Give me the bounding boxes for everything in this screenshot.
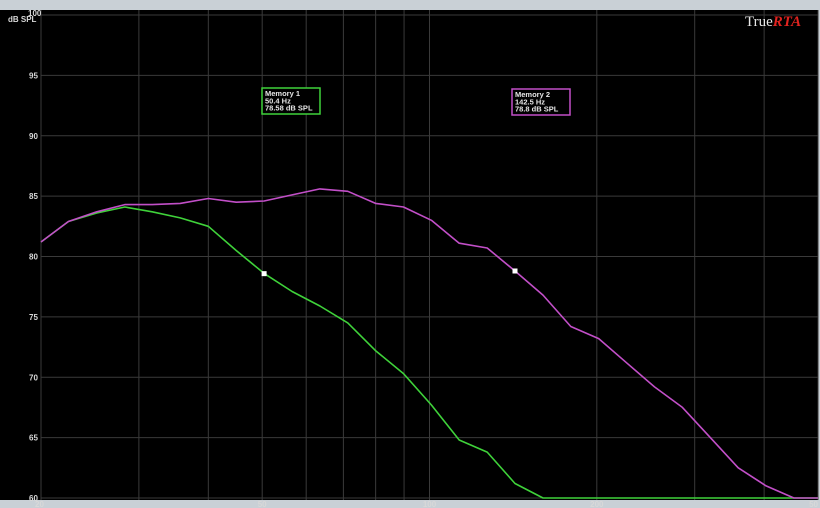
brand-rta-text: RTA [772,14,801,30]
y-tick-label: 90 [29,132,38,141]
x-tick-label: 200 [590,500,604,508]
cursor-markers [261,268,518,277]
memory1-curve [40,206,818,499]
y-tick-label: 85 [29,192,38,201]
plot-area [0,10,818,500]
memory2-label-level: 78.8 dB SPL [515,105,559,114]
x-tick-label: 50 [258,500,267,508]
y-tick-label: 100 [28,9,42,18]
brand-logo: TrueRTA [745,14,801,30]
series-lines [40,188,818,499]
grid [40,10,819,500]
memory2-marker[interactable] [512,268,518,274]
memory2-label-title: Memory 2 [515,90,550,99]
y-tick-label: 70 [29,373,38,382]
memory2-label-frame [511,88,571,116]
memory2-curve [40,188,818,499]
x-tick-label: 50 [809,500,818,508]
y-axis-label: dB SPL [8,15,37,24]
y-tick-label: 65 [29,434,38,443]
y-tick-label: 80 [29,253,38,262]
x-tick-label: 20 [35,500,44,508]
brand-true-text: True [745,14,773,30]
memory2-label-freq: 142.5 Hz [515,97,545,106]
y-tick-label: 60 [29,494,38,503]
y-tick-label: 75 [29,313,38,322]
memory1-label-freq: 50.4 Hz [265,96,291,105]
memory1-marker[interactable] [261,271,267,277]
memory1-label-frame [261,87,321,115]
x-tick-label: 100 [423,500,437,508]
axis-ticks: 60 65 70 75 80 85 90 95 100 20 50 100 200 50 [28,9,819,508]
memory1-label-level: 78.58 dB SPL [265,104,313,113]
y-tick-label: 95 [29,71,38,80]
svg-text:TrueRTA: TrueRTA [745,14,801,30]
memory1-label-title: Memory 1 [265,89,300,98]
